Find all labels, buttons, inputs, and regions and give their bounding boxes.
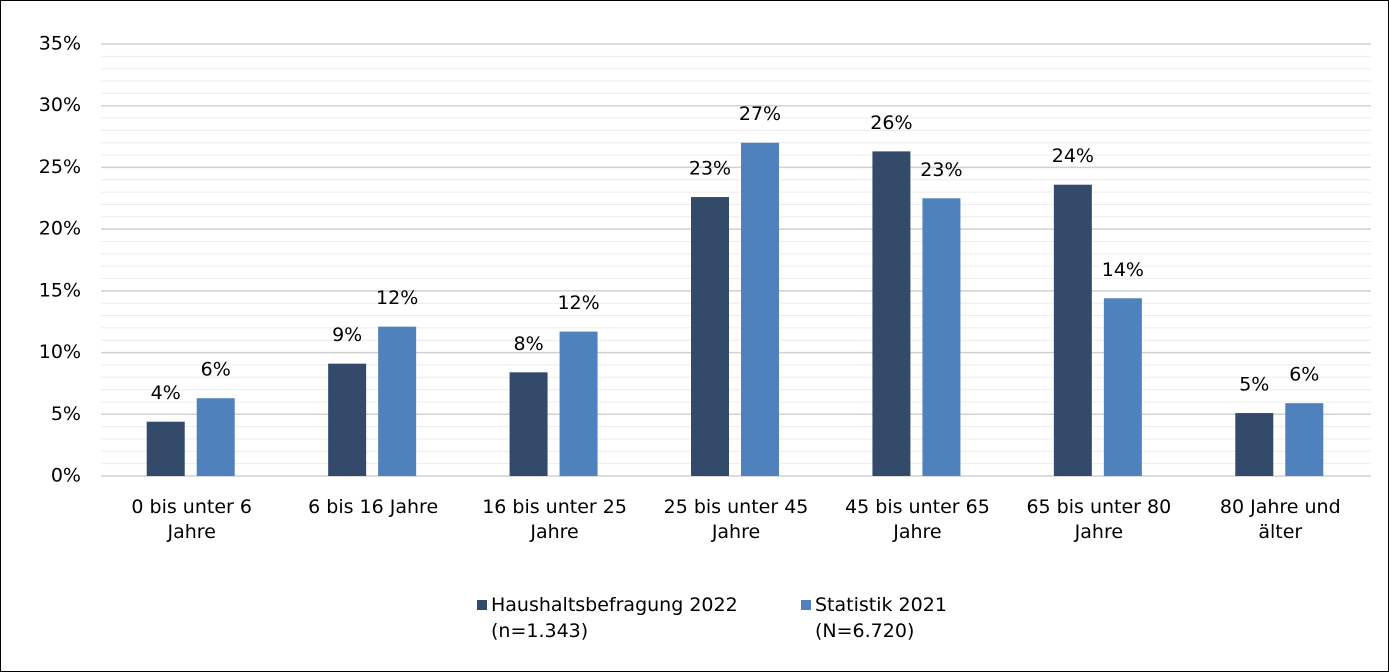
x-tick-label: 65 bis unter 80 Jahre [1026,496,1172,543]
value-label: 8% [513,333,543,355]
value-label: 26% [870,112,912,134]
x-tick-label: 25 bis unter 45 Jahre [663,496,809,543]
bar [559,331,598,476]
legend-swatch [801,600,811,610]
legend-swatch [477,600,487,610]
bar [146,421,185,476]
y-tick-label: 15% [39,279,81,301]
x-tick-label: 6 bis 16 Jahre [308,496,439,518]
value-label: 14% [1102,259,1144,281]
y-tick-label: 5% [51,403,81,425]
value-label: 27% [739,103,781,125]
y-tick-label: 20% [39,218,81,240]
bar [872,151,911,476]
x-tick-label: 80 Jahre und älter [1219,496,1341,543]
bar [378,326,417,476]
y-tick-label: 25% [39,156,81,178]
value-label: 23% [920,159,962,181]
value-label: 12% [376,287,418,309]
value-label: 12% [557,292,599,314]
value-label: 6% [201,359,231,381]
value-label: 9% [332,324,362,346]
bar [1285,403,1324,476]
bar [691,197,729,476]
value-label: 4% [151,382,181,404]
y-tick-label: 35% [39,33,81,55]
bar [1103,298,1142,476]
y-tick-label: 30% [39,94,81,116]
value-label: 5% [1239,374,1269,396]
bar [509,372,548,476]
bar [1053,184,1092,477]
value-label: 24% [1052,145,1094,167]
legend-label: Haushaltsbefragung 2022 (n=1.343) [491,594,738,642]
y-tick-label: 10% [39,341,81,363]
y-tick-label: 0% [51,465,81,487]
legend-label: Statistik 2021 (N=6.720) [815,594,947,642]
x-tick-label: 45 bis unter 65 Jahre [845,496,990,543]
x-tick-label: 0 bis unter 6 Jahre [131,496,252,543]
bar [328,363,367,476]
bar [922,198,961,477]
value-label: 6% [1289,364,1319,386]
x-tick-label: 16 bis unter 25 Jahre [482,496,627,543]
bar [741,142,779,476]
bar [1235,413,1274,476]
bar [196,398,235,476]
value-label: 23% [689,158,731,180]
